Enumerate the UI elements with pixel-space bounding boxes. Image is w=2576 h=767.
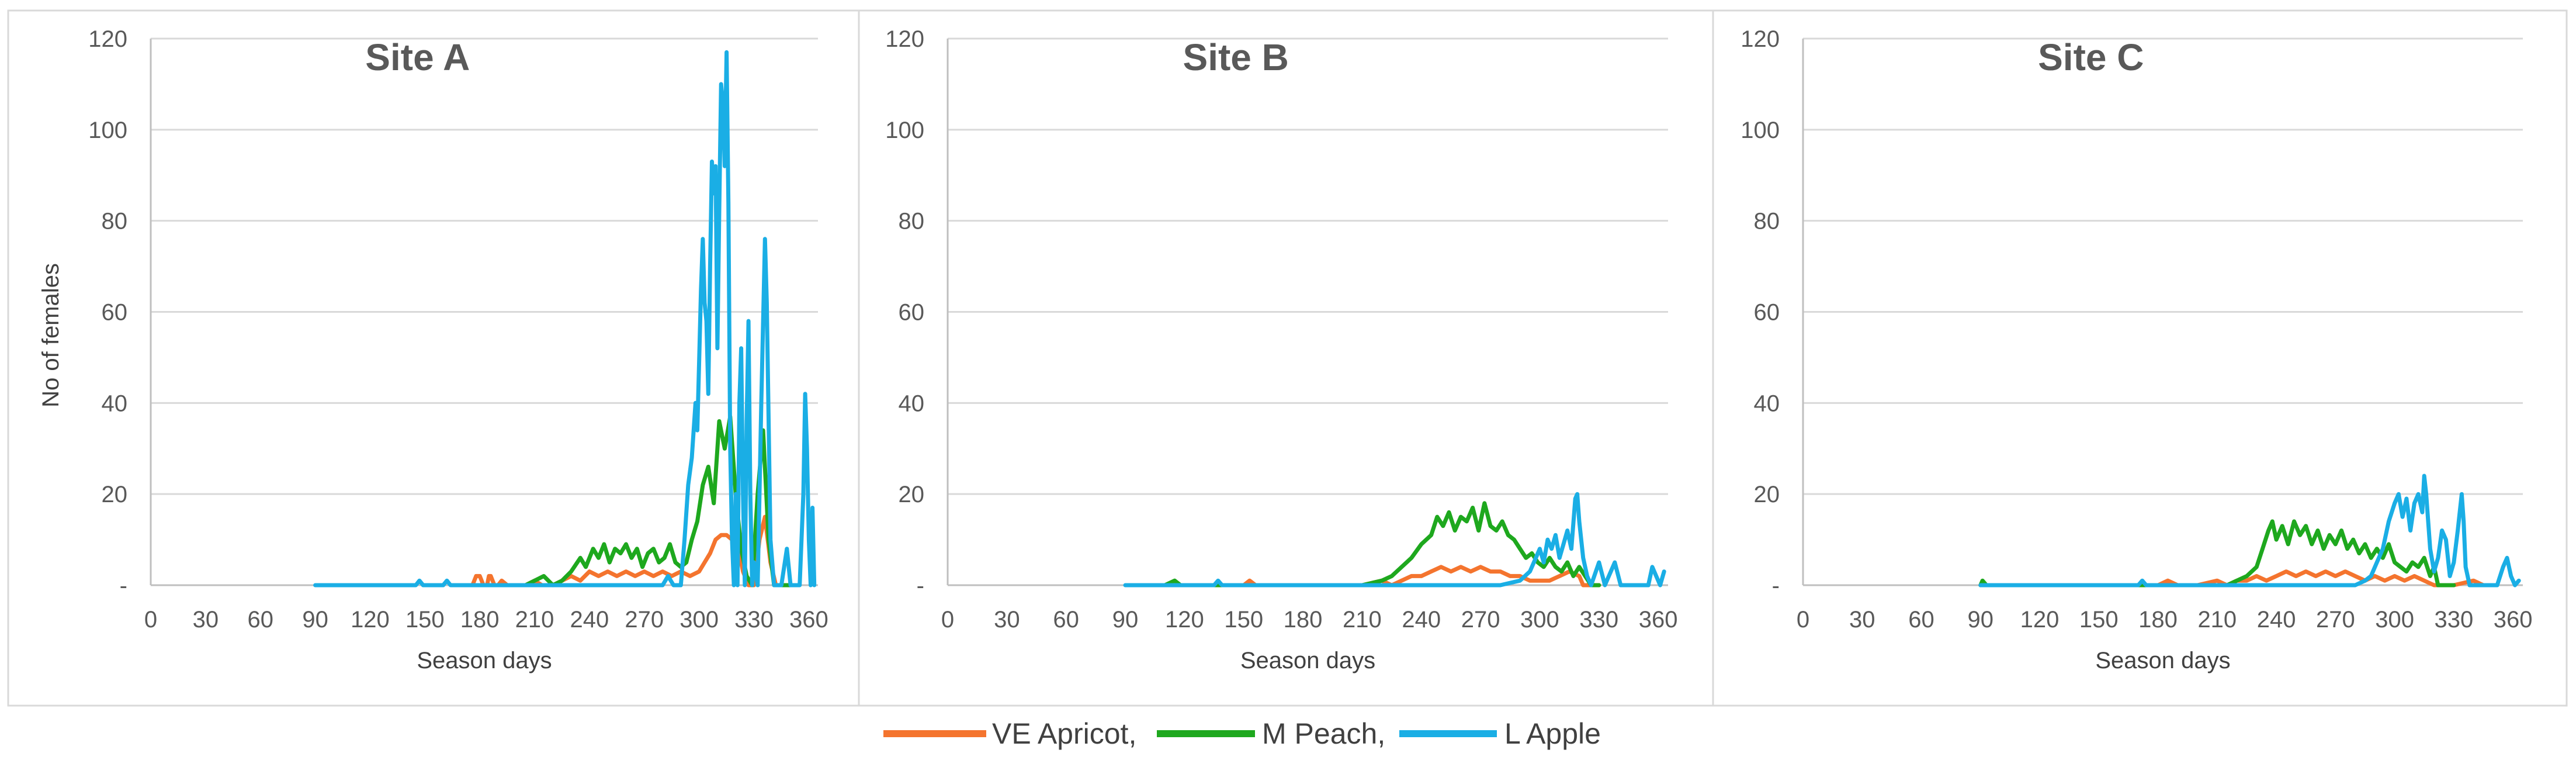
x-tick-label: 180 [1284, 607, 1323, 633]
x-tick-label: 330 [1579, 607, 1618, 633]
y-tick-label: - [120, 573, 127, 599]
y-tick-label: 120 [1741, 26, 1780, 52]
x-tick-label: 90 [302, 607, 328, 633]
series-line-m-peach [1163, 501, 1601, 588]
x-tick-label: 270 [1461, 607, 1500, 633]
x-tick-label: 360 [1639, 607, 1678, 633]
chart-panel-2: - 20 40 60 80 100 120 0 30 60 90 120 150 180 210 240 270… [858, 9, 1714, 707]
x-tick-label: 270 [2316, 607, 2355, 633]
panel-frame [858, 9, 1714, 707]
legend-item: VE Apricot, [883, 717, 1136, 750]
x-tick-label: 330 [2434, 607, 2473, 633]
x-tick-label: 150 [405, 607, 445, 633]
x-tick-label: 150 [2079, 607, 2119, 633]
x-tick-label: 90 [1112, 607, 1139, 633]
x-tick-label: 360 [789, 607, 828, 633]
x-tick-label: 360 [2494, 607, 2533, 633]
y-tick-label: 100 [1741, 118, 1780, 143]
y-tick-label: 80 [102, 209, 128, 234]
chart-panels: - 20 40 60 80 100 120 0 30 60 90 120 150 180 210 240 270… [7, 9, 2568, 707]
y-tick-label: 20 [102, 482, 128, 507]
y-tick-label: 40 [102, 391, 128, 416]
x-tick-label: 30 [193, 607, 219, 633]
x-tick-label: 240 [570, 607, 609, 633]
y-axis-title: No of females [38, 263, 64, 407]
series-line-l-apple [1123, 492, 1666, 588]
legend-label: M Peach, [1262, 717, 1385, 750]
y-tick-label: 100 [88, 118, 127, 143]
y-tick-label: 60 [102, 300, 128, 326]
x-tick-label: 150 [1224, 607, 1263, 633]
x-tick-label: 30 [994, 607, 1020, 633]
x-tick-label: 210 [515, 607, 554, 633]
y-tick-label: 40 [1754, 391, 1780, 416]
x-tick-label: 60 [1053, 607, 1079, 633]
chart-panel-3: - 20 40 60 80 100 120 0 30 60 90 120 150 180 210 240 270… [1712, 9, 2568, 707]
x-tick-label: 0 [1797, 607, 1809, 633]
legend-label: VE Apricot, [992, 717, 1136, 750]
legend-item: L Apple [1399, 717, 1601, 750]
panel-frame [1712, 9, 2568, 707]
x-tick-label: 300 [679, 607, 719, 633]
x-tick-label: 60 [1908, 607, 1934, 633]
x-tick-label: 330 [734, 607, 774, 633]
y-tick-label: 80 [1754, 209, 1780, 234]
x-tick-label: 120 [351, 607, 390, 633]
y-tick-label: 40 [899, 391, 925, 416]
panel-title: Site B [1183, 36, 1289, 78]
legend-label: L Apple [1504, 717, 1601, 750]
x-tick-label: 240 [1402, 607, 1441, 633]
series-line-l-apple [1978, 474, 2521, 588]
x-axis-title: Season days [1240, 648, 1375, 673]
legend: VE Apricot, M Peach, L Apple [883, 717, 1601, 750]
y-tick-label: 20 [1754, 482, 1780, 507]
y-tick-label: 120 [885, 26, 924, 52]
x-tick-label: 30 [1849, 607, 1875, 633]
x-tick-label: 180 [2138, 607, 2178, 633]
series-line-l-apple [313, 50, 817, 588]
x-tick-label: 90 [1968, 607, 1994, 633]
x-axis-title: Season days [417, 648, 552, 673]
panel-title: Site C [2038, 36, 2144, 78]
x-tick-label: 0 [941, 607, 954, 633]
x-tick-label: 210 [2197, 607, 2237, 633]
x-tick-label: 270 [625, 607, 664, 633]
legend-item: M Peach, [1157, 717, 1385, 750]
x-tick-label: 120 [1165, 607, 1204, 633]
x-axis-title: Season days [2095, 648, 2230, 673]
x-tick-label: 300 [1520, 607, 1559, 633]
x-tick-label: 210 [1343, 607, 1382, 633]
y-tick-label: 100 [885, 118, 924, 143]
x-tick-label: 0 [144, 607, 157, 633]
panel-title: Site A [365, 36, 470, 78]
x-tick-label: 60 [247, 607, 273, 633]
x-tick-label: 180 [460, 607, 500, 633]
x-tick-label: 120 [2020, 607, 2060, 633]
y-tick-label: 60 [1754, 300, 1780, 326]
chart-panel-1: - 20 40 60 80 100 120 0 30 60 90 120 150 180 210 240 270… [7, 9, 860, 707]
y-tick-label: - [917, 573, 924, 599]
y-tick-label: 20 [899, 482, 925, 507]
x-tick-label: 300 [2375, 607, 2414, 633]
y-tick-label: 80 [899, 209, 925, 234]
y-tick-label: 120 [88, 26, 127, 52]
y-tick-label: - [1772, 573, 1780, 599]
x-tick-label: 240 [2257, 607, 2296, 633]
y-tick-label: 60 [899, 300, 925, 326]
